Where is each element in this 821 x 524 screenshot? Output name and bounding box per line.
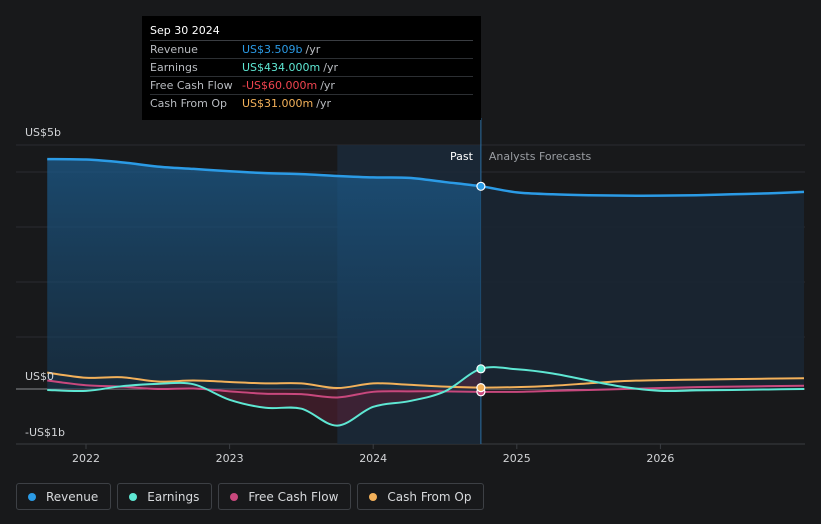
tooltip-value: US$434.000m bbox=[242, 61, 321, 74]
tooltip-value: US$3.509b bbox=[242, 43, 303, 56]
past-label: Past bbox=[450, 150, 474, 163]
tooltip-row-cash-from-op: Cash From Op US$31.000m /yr bbox=[150, 95, 473, 112]
x-tick-label: 2026 bbox=[646, 452, 674, 465]
tooltip-unit: /yr bbox=[323, 61, 338, 74]
forecast-label: Analysts Forecasts bbox=[489, 150, 592, 163]
legend-item-free-cash-flow[interactable]: Free Cash Flow bbox=[218, 483, 352, 510]
earnings-line bbox=[47, 366, 805, 427]
tooltip-unit: /yr bbox=[316, 97, 331, 110]
tooltip-date: Sep 30 2024 bbox=[150, 23, 473, 41]
free-cash-flow-line bbox=[47, 379, 805, 399]
revenue-forecast-area bbox=[480, 186, 804, 389]
cash-from-op-marker bbox=[476, 382, 486, 393]
tooltip-row-free-cash-flow: Free Cash Flow -US$60.000m /yr bbox=[150, 77, 473, 95]
tooltip-unit: /yr bbox=[305, 43, 321, 56]
revenue-area bbox=[47, 159, 481, 389]
x-tick-label: 2025 bbox=[503, 452, 531, 465]
tooltip-value: -US$60.000m bbox=[242, 79, 318, 92]
legend-label: Cash From Op bbox=[387, 489, 472, 504]
legend-dot-icon bbox=[230, 492, 239, 501]
y-tick-label: US$5b bbox=[25, 126, 61, 139]
chart: US$5b US$0 -US$1b 2022 2023 2024 2025 2026 Past A… bbox=[16, 118, 805, 465]
tooltip-label: Cash From Op bbox=[150, 97, 228, 110]
tooltip-label: Earnings bbox=[150, 61, 198, 74]
revenue-line bbox=[47, 157, 805, 197]
legend-item-cash-from-op[interactable]: Cash From Op bbox=[357, 483, 485, 510]
chart-tooltip: Sep 30 2024 Revenue US$3.509b /yr Earnin… bbox=[142, 16, 481, 120]
earnings-area bbox=[47, 368, 481, 426]
revenue-marker bbox=[476, 181, 486, 191]
x-tick-label: 2023 bbox=[216, 452, 244, 465]
legend-dot-icon bbox=[28, 492, 36, 501]
tooltip-unit: /yr bbox=[320, 79, 335, 92]
tooltip-label: Free Cash Flow bbox=[150, 79, 233, 92]
tooltip-row-revenue: Revenue US$3.509b /yr bbox=[150, 41, 473, 59]
tooltip-value: US$31.000m bbox=[242, 97, 314, 110]
legend-dot-icon bbox=[369, 492, 378, 501]
legend-item-revenue[interactable]: Revenue bbox=[16, 483, 112, 510]
legend-label: Earnings bbox=[147, 489, 200, 504]
legend-label: Revenue bbox=[46, 489, 99, 504]
y-tick-label: -US$1b bbox=[25, 426, 65, 439]
tooltip-row-earnings: Earnings US$434.000m /yr bbox=[150, 59, 473, 77]
x-tick-label: 2022 bbox=[72, 452, 100, 465]
legend-dot-icon bbox=[129, 492, 138, 501]
x-tick-label: 2024 bbox=[359, 452, 387, 465]
earnings-marker bbox=[476, 364, 486, 374]
cash-from-op-line bbox=[47, 371, 805, 390]
chart-legend: Revenue Earnings Free Cash Flow Cash Fro… bbox=[16, 483, 485, 512]
y-tick-label: US$0 bbox=[25, 370, 54, 383]
legend-label: Free Cash Flow bbox=[248, 489, 339, 504]
tooltip-label: Revenue bbox=[150, 43, 198, 56]
legend-item-earnings[interactable]: Earnings bbox=[117, 483, 213, 510]
